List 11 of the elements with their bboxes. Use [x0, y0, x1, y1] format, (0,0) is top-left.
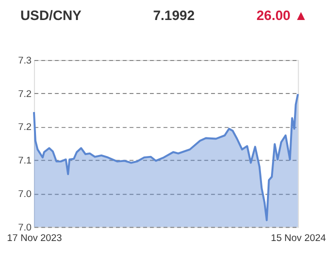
chart-title: USD/CNY	[20, 8, 82, 24]
text: 26.00 ▲	[256, 8, 308, 24]
y-tick-label: 7.0	[18, 188, 32, 200]
text: 7.1992	[153, 8, 196, 24]
x-tick-label: 17 Nov 2023	[6, 232, 62, 244]
y-tick-label: 7.2	[18, 88, 32, 100]
y-tick-label: 7.2	[18, 122, 32, 134]
y-tick-label: 7.0	[18, 222, 32, 234]
x-tick-label: 15 Nov 2024	[270, 232, 326, 244]
y-tick-label: 7.1	[18, 156, 32, 167]
y-tick-label: 7.3	[18, 55, 32, 66]
